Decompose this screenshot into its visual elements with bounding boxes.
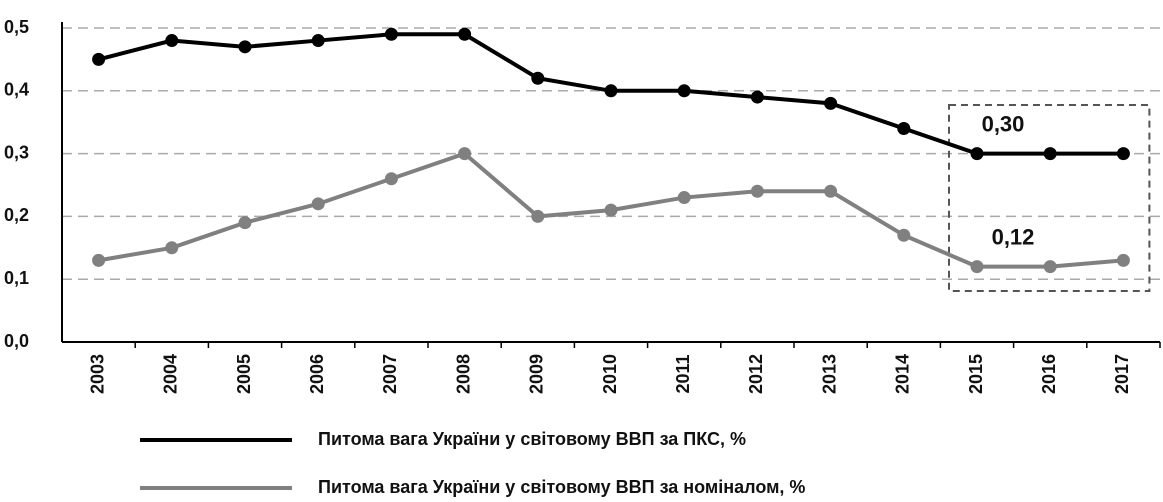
point — [92, 52, 106, 66]
point — [165, 241, 179, 255]
y-tick-label: 0,0 — [4, 331, 29, 351]
point — [604, 84, 618, 98]
y-tick-label: 0,4 — [4, 80, 29, 100]
x-tick-label: 2015 — [966, 354, 986, 394]
point — [165, 34, 179, 48]
x-tick-label: 2013 — [819, 354, 839, 394]
point — [1043, 147, 1057, 161]
point — [750, 90, 764, 104]
point — [824, 96, 838, 110]
value-label: 0,12 — [992, 224, 1035, 249]
point — [824, 184, 838, 198]
y-tick-label: 0,2 — [4, 205, 29, 225]
x-tick-label: 2008 — [453, 354, 473, 394]
point — [238, 216, 252, 230]
y-tick-label: 0,1 — [4, 268, 29, 288]
x-tick-label: 2010 — [600, 354, 620, 394]
point — [1116, 253, 1130, 267]
legend-label: Питома вага України у світовому ВВП за н… — [318, 477, 805, 497]
point — [897, 121, 911, 135]
value-label: 0,30 — [982, 111, 1025, 136]
x-tick-label: 2016 — [1039, 354, 1059, 394]
x-tick-label: 2014 — [893, 354, 913, 394]
point — [677, 191, 691, 205]
x-tick-label: 2007 — [380, 354, 400, 394]
point — [970, 260, 984, 274]
point — [531, 209, 545, 223]
point — [311, 34, 325, 48]
legend-label: Питома вага України у світовому ВВП за П… — [318, 429, 746, 449]
point — [604, 203, 618, 217]
point — [677, 84, 691, 98]
x-tick-label: 2005 — [234, 354, 254, 394]
x-tick-label: 2004 — [161, 354, 181, 394]
point — [531, 71, 545, 85]
point — [92, 253, 106, 267]
point — [750, 184, 764, 198]
y-tick-label: 0,3 — [4, 142, 29, 162]
x-tick-label: 2003 — [87, 354, 107, 394]
highlight-box — [948, 104, 1151, 292]
point — [1116, 147, 1130, 161]
x-tick-label: 2006 — [307, 354, 327, 394]
point — [458, 147, 472, 161]
x-tick-label: 2009 — [527, 354, 547, 394]
x-tick-label: 2012 — [746, 354, 766, 394]
point — [1043, 260, 1057, 274]
point — [897, 228, 911, 242]
x-tick-label: 2017 — [1112, 354, 1132, 394]
x-tick-label: 2011 — [673, 354, 693, 393]
point — [311, 197, 325, 211]
point — [238, 40, 252, 54]
y-tick-label: 0,5 — [4, 17, 29, 37]
point — [384, 27, 398, 41]
point — [970, 147, 984, 161]
point — [458, 27, 472, 41]
point — [384, 172, 398, 186]
